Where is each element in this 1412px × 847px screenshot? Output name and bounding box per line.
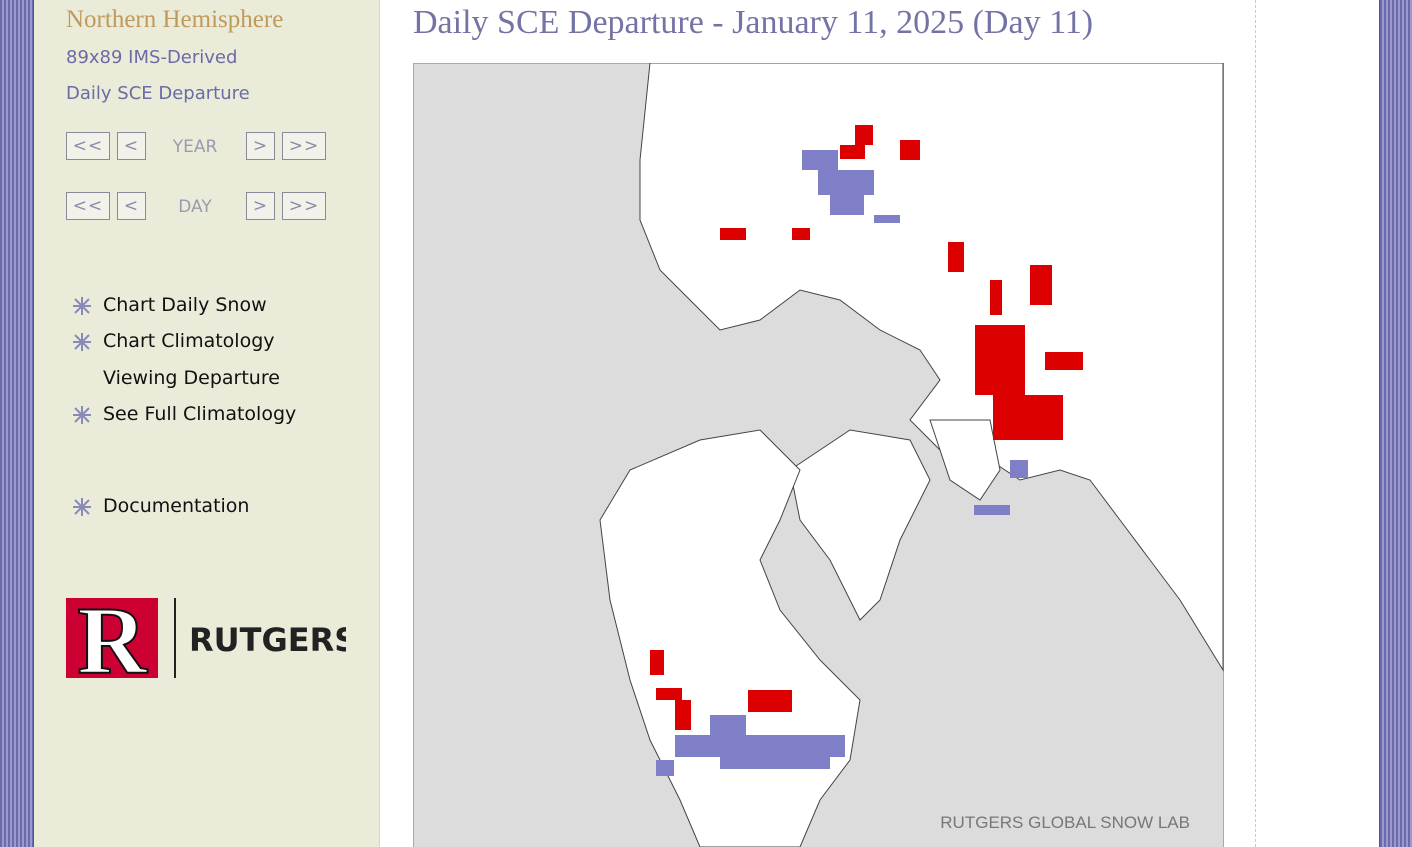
- nav-button[interactable]: >: [246, 132, 275, 160]
- sidebar: Northern Hemisphere 89x89 IMS-Derived Da…: [34, 0, 380, 847]
- nav-label: YEAR: [172, 137, 218, 157]
- nav-button[interactable]: <<: [66, 132, 110, 160]
- sidebar-title: Northern Hemisphere: [66, 6, 284, 33]
- nav-button[interactable]: >: [246, 192, 275, 220]
- menu-link[interactable]: Chart Daily Snow: [103, 294, 267, 316]
- menu-link[interactable]: Documentation: [103, 495, 250, 517]
- nav-button[interactable]: <: [117, 192, 146, 220]
- right-border: [1379, 0, 1412, 847]
- menu-link[interactable]: Chart Climatology: [103, 330, 275, 352]
- page-title: Daily SCE Departure - January 11, 2025 (…: [413, 4, 1094, 41]
- menu-link[interactable]: See Full Climatology: [103, 403, 297, 425]
- land-greenland: [789, 429, 931, 621]
- logo-text: RUTGERS: [189, 621, 346, 659]
- logo-mark: R: [77, 596, 148, 680]
- nav-button[interactable]: >>: [282, 192, 326, 220]
- logo-block: [66, 598, 158, 678]
- nav-button[interactable]: <<: [66, 192, 110, 220]
- map-credit: RUTGERS GLOBAL SNOW LAB: [940, 813, 1190, 832]
- land-svalbard: [929, 419, 1001, 501]
- bullet-icon: [73, 297, 91, 315]
- bullet-icon: [73, 498, 91, 516]
- left-border: [0, 0, 34, 847]
- snow-surplus-cells: [656, 150, 1028, 776]
- sidebar-subtitle: 89x89 IMS-Derived: [66, 47, 238, 68]
- departure-map: RUTGERS GLOBAL SNOW LAB: [413, 63, 1224, 847]
- bullet-icon: [73, 406, 91, 424]
- nav-label: DAY: [178, 197, 212, 217]
- main-content: Daily SCE Departure - January 11, 2025 (…: [380, 0, 1256, 847]
- rutgers-logo[interactable]: R RUTGERS: [66, 596, 346, 680]
- menu-current: Viewing Departure: [103, 367, 280, 389]
- nav-button[interactable]: <: [117, 132, 146, 160]
- land-eurasia: [639, 63, 1224, 672]
- sidebar-subtitle: Daily SCE Departure: [66, 83, 250, 104]
- snow-deficit-cells: [650, 125, 1083, 730]
- bullet-icon: [73, 333, 91, 351]
- nav-button[interactable]: >>: [282, 132, 326, 160]
